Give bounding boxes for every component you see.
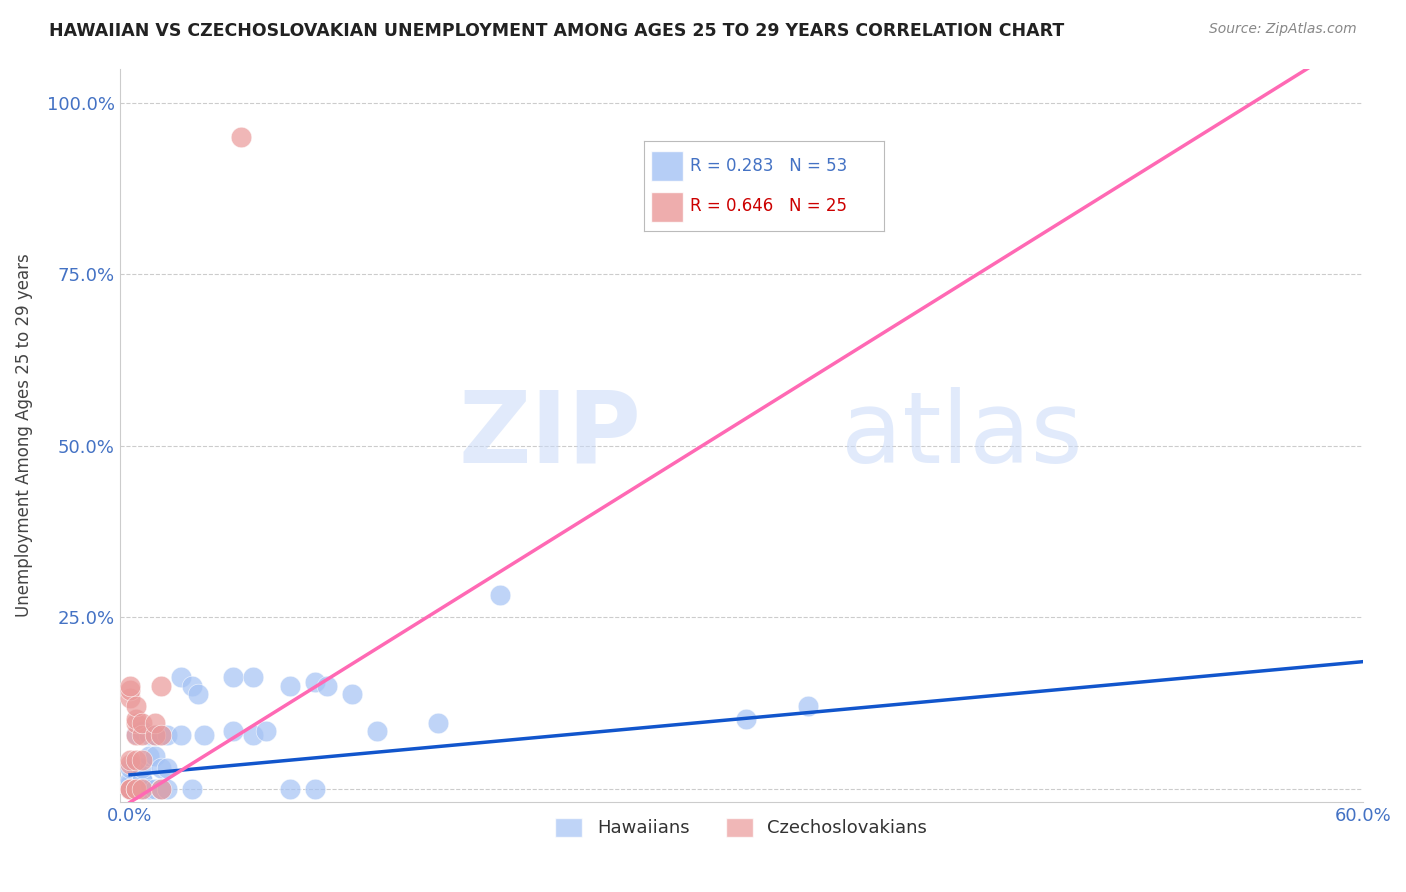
Point (366, 723, 388, 738)
Point (118, 753, 141, 767)
Point (118, 781, 141, 796)
Point (149, 728, 172, 742)
Point (143, 728, 166, 742)
Point (118, 682, 141, 697)
Point (131, 728, 153, 742)
Point (131, 773, 153, 788)
Point (278, 679, 301, 693)
Point (187, 687, 209, 701)
Text: R = 0.646   N = 25: R = 0.646 N = 25 (690, 197, 846, 215)
Point (149, 761, 172, 775)
Point (193, 728, 215, 742)
Point (125, 781, 148, 796)
Point (118, 761, 141, 775)
Point (340, 687, 363, 701)
Point (170, 728, 193, 742)
Point (254, 723, 277, 738)
Y-axis label: Unemployment Among Ages 25 to 29 years: Unemployment Among Ages 25 to 29 years (15, 253, 32, 617)
Point (143, 748, 166, 763)
Point (125, 715, 148, 730)
Point (125, 712, 148, 726)
Point (143, 781, 166, 796)
Point (118, 781, 141, 796)
Point (118, 777, 141, 791)
Point (797, 699, 820, 714)
Point (156, 781, 179, 796)
Point (488, 588, 510, 602)
Point (149, 781, 172, 796)
Point (278, 781, 301, 796)
Point (149, 728, 172, 742)
Point (125, 781, 148, 796)
Point (131, 753, 153, 767)
Text: Source: ZipAtlas.com: Source: ZipAtlas.com (1209, 22, 1357, 37)
Point (118, 773, 141, 788)
Point (304, 674, 326, 689)
Point (138, 781, 160, 796)
Point (118, 781, 141, 796)
Point (131, 781, 153, 796)
Point (156, 728, 179, 742)
Text: HAWAIIAN VS CZECHOSLOVAKIAN UNEMPLOYMENT AMONG AGES 25 TO 29 YEARS CORRELATION C: HAWAIIAN VS CZECHOSLOVAKIAN UNEMPLOYMENT… (49, 22, 1064, 40)
Point (138, 728, 160, 742)
Text: R = 0.283   N = 53: R = 0.283 N = 53 (690, 157, 846, 175)
Point (170, 670, 193, 684)
Point (125, 781, 148, 796)
Point (229, 130, 252, 145)
Text: ZIP: ZIP (458, 387, 641, 483)
Point (149, 781, 172, 796)
Point (149, 679, 172, 693)
Point (143, 715, 166, 730)
Point (180, 679, 202, 693)
Point (131, 773, 153, 788)
Point (118, 691, 141, 706)
FancyBboxPatch shape (651, 193, 683, 222)
Point (118, 781, 141, 796)
Point (242, 670, 264, 684)
Point (125, 781, 148, 796)
Point (131, 781, 153, 796)
Point (222, 723, 245, 738)
Point (125, 781, 148, 796)
Point (125, 761, 148, 775)
Point (304, 781, 326, 796)
Point (316, 679, 339, 693)
Point (125, 753, 148, 767)
Point (138, 748, 160, 763)
Point (125, 728, 148, 742)
Legend: Hawaiians, Czechoslovakians: Hawaiians, Czechoslovakians (548, 811, 934, 845)
Point (131, 781, 153, 796)
Point (242, 728, 264, 742)
Point (143, 728, 166, 742)
Point (222, 670, 245, 684)
Point (735, 712, 758, 726)
Point (118, 781, 141, 796)
Point (131, 723, 153, 738)
Point (131, 781, 153, 796)
Point (156, 761, 179, 775)
Point (118, 781, 141, 796)
Point (118, 756, 141, 771)
Point (427, 715, 450, 730)
Point (125, 699, 148, 714)
FancyBboxPatch shape (651, 152, 683, 181)
Point (118, 679, 141, 693)
Point (180, 781, 202, 796)
Point (131, 761, 153, 775)
Text: atlas: atlas (841, 387, 1083, 483)
Point (149, 781, 172, 796)
Point (131, 715, 153, 730)
Point (125, 727, 148, 741)
